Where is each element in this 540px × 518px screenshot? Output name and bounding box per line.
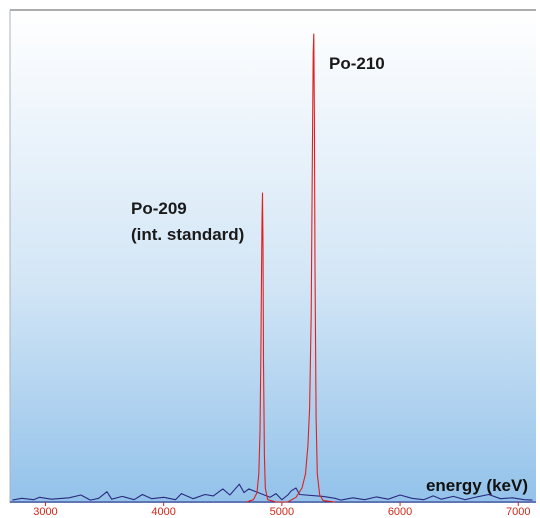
- x-tick-label: 4000: [151, 506, 175, 518]
- peak-label-po210: Po-210: [329, 54, 385, 73]
- x-tick-label: 5000: [270, 506, 294, 518]
- plot-background: [10, 10, 536, 503]
- x-axis-title: energy (keV): [426, 476, 528, 495]
- x-tick-labels: 3000 4000 5000 6000 7000: [33, 502, 531, 518]
- x-tick-label: 6000: [388, 506, 412, 518]
- series-line-peaks: [246, 33, 336, 503]
- series-layer: [12, 33, 533, 503]
- peak-label-po209: Po-209: [131, 199, 187, 218]
- x-tick-label: 3000: [33, 506, 57, 518]
- x-tick-label: 7000: [506, 506, 530, 518]
- series-line-baseline: [12, 483, 533, 501]
- peak-label-po209-note: (int. standard): [131, 225, 244, 244]
